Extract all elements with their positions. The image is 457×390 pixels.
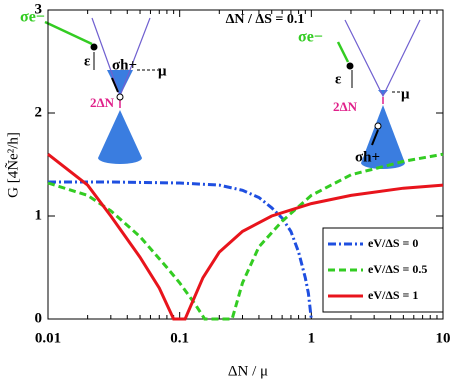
x-axis-label: ΔN / μ	[228, 363, 268, 379]
annotation: 2ΔN	[333, 99, 358, 114]
x-tick-label: 1	[308, 330, 316, 346]
y-tick-label: 3	[35, 1, 43, 17]
y-tick-label: 2	[35, 104, 43, 120]
legend-label: eV/ΔS = 0.5	[368, 262, 427, 276]
y-axis-label: G [4Ñe²/h]	[5, 132, 21, 198]
series-line	[47, 153, 444, 321]
x-tick-label: 0.01	[35, 330, 61, 346]
y-tick-label: 0	[35, 310, 43, 326]
annotation: σe−	[20, 9, 45, 26]
annotation: μ	[158, 63, 167, 79]
x-tick-label: 0.1	[170, 330, 189, 346]
inset-left	[44, 17, 160, 164]
plot-frame	[47, 9, 444, 320]
legend-label: eV/ΔS = 0	[368, 236, 418, 250]
series-line	[47, 152, 444, 321]
legend-label: eV/ΔS = 1	[368, 288, 418, 302]
annotation: ε	[335, 71, 342, 87]
annotation: σe−	[298, 29, 323, 46]
y-tick-label: 1	[35, 207, 43, 223]
inset-right	[336, 19, 421, 169]
annotation: σh+	[112, 57, 137, 73]
annotation: 2ΔN	[90, 95, 115, 110]
annotation: ε	[84, 53, 91, 69]
annotation: σh+	[355, 149, 380, 165]
annotation: μ	[401, 86, 410, 102]
series-line	[48, 180, 313, 320]
x-tick-label: 10	[436, 330, 451, 346]
annotation: ΔN / ΔS = 0.1	[226, 12, 305, 27]
